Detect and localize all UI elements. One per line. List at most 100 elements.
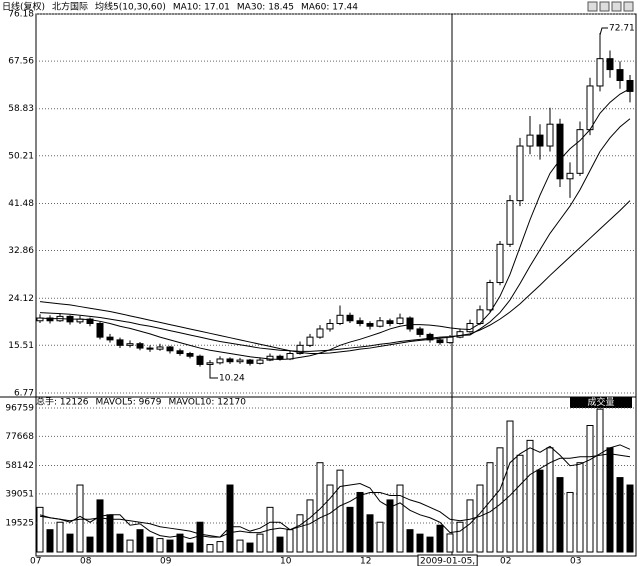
x-tick-label: 2009-01-05, [420,557,475,566]
candle-body [236,359,244,363]
extreme-label: 10.24 [219,374,245,384]
volume-bar [196,521,204,553]
volume-bar [366,514,374,553]
volume-bar [356,491,364,553]
volume-bar [36,506,44,553]
candle-body [86,318,94,324]
candle-body [486,282,494,311]
candle-body [556,123,564,180]
candle-body [326,322,334,330]
header-text: MAVOL5: 9679 [96,398,162,408]
volume-bar [86,536,94,553]
x-tick-label: 02 [500,557,511,566]
candle-body [166,346,174,352]
candle-body [606,58,614,71]
volume-bar [406,529,414,553]
volume-bar [116,533,124,553]
volume-bar [556,477,564,553]
candle-body [536,134,544,147]
volume-bar [566,491,574,553]
candle-body [196,355,204,365]
y-tick-label: 76.18 [8,10,34,20]
volume-bar [186,542,194,553]
volume-bar [176,533,184,553]
y-tick-label: 19525 [5,518,34,528]
header-text: 北方国际 [52,1,88,13]
volume-bar [326,484,334,553]
candle-body [356,320,364,324]
x-cursor-box [417,554,478,566]
extreme-leader [599,27,608,36]
candle-body [526,134,534,147]
candle-body [596,58,604,87]
candle-body [226,358,234,363]
candle-body [206,362,214,365]
volume-bar [346,506,354,553]
volume-bar [206,544,214,553]
volume-bar [56,521,64,553]
candle-body [386,320,394,324]
y-tick-label: 58.83 [8,104,34,114]
candle-body [586,85,594,131]
volume-bar [456,521,464,553]
candle-body [396,317,404,324]
volume-bar [166,539,174,553]
ma-line [39,444,631,540]
volume-bar [376,521,384,553]
volume-bar [256,533,264,553]
volume-bar [546,447,554,553]
volume-bar [236,539,244,553]
toolbar-icons [587,1,634,12]
y-tick-label: 96759 [5,404,34,414]
volume-bar [46,529,54,553]
volume-bar [626,484,634,553]
candle-body [46,317,54,322]
candle-body [406,317,414,330]
y-tick-label: 50.21 [8,151,34,161]
volume-bar [216,541,224,553]
extreme-leader [209,374,218,379]
candle-body [306,336,314,346]
x-tick-label: 10 [280,557,292,566]
volume-bar [476,484,484,553]
candle-body [616,69,624,82]
volume-bar [516,454,524,553]
volume-bar [466,499,474,553]
volume-badge-text: 成交量 [587,396,614,408]
volume-bar [156,538,164,553]
candle-body [346,314,354,322]
x-tick-label: 09 [160,557,172,566]
ma-line [39,453,631,538]
icon[interactable] [623,1,634,12]
x-tick-label: 08 [80,557,92,566]
volume-bar [506,420,514,553]
icon[interactable] [587,1,598,12]
candle-body [216,358,224,364]
candle-body [456,331,464,338]
volume-bar [336,469,344,553]
header-text: 日线(复权) [2,1,45,13]
candle-body [96,322,104,338]
icon[interactable] [599,1,610,12]
candle-body [126,343,134,346]
candle-body [446,336,454,344]
icon[interactable] [611,1,622,12]
volume-bar [66,533,74,553]
volume-bar [396,484,404,553]
header-text: MA30: 18.45 [237,3,294,13]
candle-body [416,328,424,335]
candle-body [276,355,284,360]
volume-bar [306,499,314,553]
volume-bar [246,542,254,553]
y-tick-label: 41.48 [8,199,34,209]
volume-bar [316,462,324,553]
volume-bar [496,447,504,553]
volume-bar [296,514,304,553]
candle-body [186,353,194,357]
candle-body [516,145,524,202]
header-text: MA10: 17.01 [173,3,230,13]
y-tick-label: 39051 [5,489,34,499]
volume-bar [276,536,284,553]
volume-bar [126,539,134,553]
